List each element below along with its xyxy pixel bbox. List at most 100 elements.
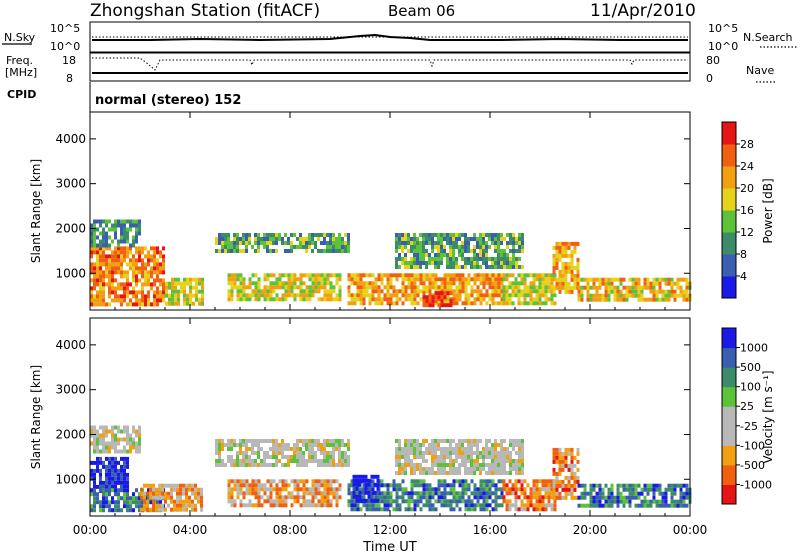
heatmap-cell xyxy=(141,270,144,275)
heatmap-cell xyxy=(344,245,347,249)
heatmap-cell xyxy=(251,459,254,463)
heatmap-cell xyxy=(467,507,471,512)
x-tick-label: 16:00 xyxy=(473,523,508,537)
heatmap-cell xyxy=(658,491,662,496)
heatmap-cell xyxy=(670,277,674,282)
heatmap-cell xyxy=(242,297,246,302)
heatmap-cell xyxy=(305,241,308,245)
heatmap-cell xyxy=(320,479,324,484)
heatmap-cell xyxy=(673,499,677,504)
heatmap-cell xyxy=(242,249,245,253)
heatmap-cell xyxy=(152,507,155,512)
heatmap-cell xyxy=(296,237,299,241)
heatmap-cell xyxy=(174,285,177,290)
heatmap-cell xyxy=(290,285,294,290)
heatmap-cell xyxy=(129,266,132,271)
heatmap-cell xyxy=(661,495,665,500)
heatmap-cell xyxy=(479,297,483,302)
heatmap-cell xyxy=(272,439,275,443)
heatmap-cell xyxy=(164,495,167,500)
heatmap-cell xyxy=(90,231,93,236)
heatmap-cell xyxy=(290,277,294,282)
heatmap-cell xyxy=(452,253,455,257)
heatmap-cell xyxy=(254,297,258,302)
heatmap-cell xyxy=(266,439,269,443)
heatmap-cell xyxy=(377,495,381,500)
heatmap-cell xyxy=(488,447,491,451)
heatmap-cell xyxy=(248,491,252,496)
heatmap-cell xyxy=(117,476,120,481)
heatmap-cell xyxy=(643,495,647,500)
heatmap-cell xyxy=(508,507,512,512)
heatmap-cell xyxy=(260,503,264,508)
heatmap-cell xyxy=(583,277,587,282)
heatmap-cell xyxy=(488,491,492,496)
heatmap-cell xyxy=(555,249,559,254)
heatmap-cell xyxy=(329,237,332,241)
heatmap-cell xyxy=(356,491,360,496)
heatmap-cell xyxy=(189,297,192,302)
heatmap-cell xyxy=(260,237,263,241)
heatmap-cell xyxy=(461,439,464,443)
heatmap-cell xyxy=(99,254,102,259)
heatmap-cell xyxy=(526,483,530,488)
heatmap-cell xyxy=(239,451,242,455)
heatmap-cell xyxy=(467,467,470,471)
heatmap-cell xyxy=(404,265,407,269)
heatmap-cell xyxy=(132,219,135,224)
heatmap-cell xyxy=(570,475,574,480)
heatmap-cell xyxy=(646,503,650,508)
heatmap-cell xyxy=(500,297,504,302)
heatmap-cell xyxy=(161,503,164,508)
heatmap-cell xyxy=(458,289,462,294)
heatmap-cell xyxy=(422,291,426,296)
heatmap-cell xyxy=(105,262,108,267)
heatmap-cell xyxy=(180,281,183,286)
heatmap-cell xyxy=(508,491,512,496)
heatmap-cell xyxy=(269,503,273,508)
heatmap-cell xyxy=(443,503,447,508)
heatmap-cell xyxy=(503,249,506,253)
heatmap-cell xyxy=(586,491,590,496)
heatmap-cell xyxy=(482,479,486,484)
heatmap-cell xyxy=(263,459,266,463)
heatmap-cell xyxy=(523,507,527,512)
heatmap-cell xyxy=(227,455,230,459)
heatmap-cell xyxy=(156,278,159,283)
heatmap-cell xyxy=(171,301,174,306)
heatmap-cell xyxy=(263,499,267,504)
heatmap-cell xyxy=(685,285,689,290)
heatmap-cell xyxy=(476,503,480,508)
heatmap-cell xyxy=(162,266,165,271)
heatmap-cell xyxy=(422,451,425,455)
heatmap-cell xyxy=(604,495,608,500)
heatmap-cell xyxy=(407,443,410,447)
heatmap-cell xyxy=(461,289,465,294)
heatmap-cell xyxy=(564,455,568,460)
heatmap-cell xyxy=(488,265,491,269)
heatmap-cell xyxy=(143,483,146,488)
heatmap-cell xyxy=(637,285,641,290)
heatmap-cell xyxy=(407,503,411,508)
heatmap-cell xyxy=(401,491,405,496)
heatmap-cell xyxy=(479,237,482,241)
heatmap-cell xyxy=(389,297,393,302)
heatmap-cell xyxy=(296,463,299,467)
heatmap-cell xyxy=(455,277,459,282)
heatmap-cell xyxy=(146,507,149,512)
heatmap-cell xyxy=(114,476,117,481)
heatmap-cell xyxy=(520,273,524,278)
heatmap-cell xyxy=(287,495,291,500)
heatmap-cell xyxy=(529,503,533,508)
heatmap-cell xyxy=(437,463,440,467)
heatmap-cell xyxy=(464,459,467,463)
heatmap-cell xyxy=(520,483,524,488)
heatmap-cell xyxy=(230,289,234,294)
heatmap-cell xyxy=(314,273,318,278)
heatmap-cell xyxy=(458,443,461,447)
heatmap-cell xyxy=(422,273,426,278)
heatmap-cell xyxy=(458,499,462,504)
heatmap-cell xyxy=(293,487,297,492)
heatmap-cell xyxy=(470,301,474,306)
heatmap-cell xyxy=(667,483,671,488)
